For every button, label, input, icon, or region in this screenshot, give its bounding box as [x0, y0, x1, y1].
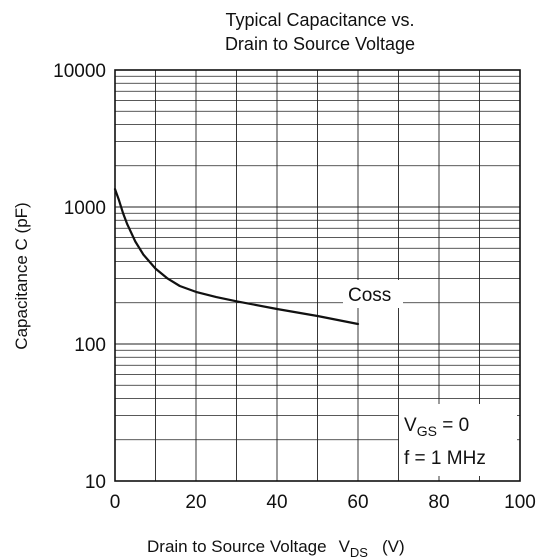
- grid: [115, 70, 520, 481]
- x-axis-label: Drain to Source Voltage VDS (V): [147, 537, 405, 557]
- y-axis-label: Capacitance C (pF): [12, 202, 31, 349]
- condition-vgs-value: = 0: [437, 415, 469, 436]
- coss-label-bg: [343, 280, 403, 308]
- series-label-coss: Coss: [348, 285, 391, 306]
- x-tick-label: 60: [347, 492, 368, 513]
- x-axis-label-symbol: V: [339, 537, 351, 556]
- y-tick-label: 10: [85, 472, 106, 493]
- y-tick-label: 1000: [64, 198, 106, 219]
- series-line-coss: [113, 188, 360, 326]
- series-group: [113, 188, 360, 326]
- plot-frame: [114, 69, 521, 482]
- condition-vgs-subscript: GS: [417, 423, 437, 439]
- condition-frequency: f = 1 MHz: [404, 448, 486, 469]
- y-tick-label: 10000: [53, 61, 106, 82]
- x-axis-label-unit: (V): [382, 537, 405, 556]
- tick-labels: 0 20 40 60 80 100 10 100 1000 10000: [53, 61, 536, 513]
- condition-vgs: VGS = 0: [404, 415, 469, 439]
- x-axis-label-text: Drain to Source Voltage: [147, 537, 327, 556]
- x-tick-label: 100: [504, 492, 536, 513]
- conditions-bg: [399, 404, 517, 476]
- x-tick-label: 40: [266, 492, 287, 513]
- chart-title-line1: Typical Capacitance vs.: [225, 10, 414, 30]
- x-tick-label: 80: [428, 492, 449, 513]
- chart-title-line2: Drain to Source Voltage: [225, 34, 415, 54]
- x-tick-label: 0: [110, 492, 121, 513]
- condition-vgs-symbol: V: [404, 415, 417, 436]
- x-axis-label-subscript: DS: [350, 545, 368, 557]
- x-tick-label: 20: [185, 492, 206, 513]
- y-tick-label: 100: [74, 335, 106, 356]
